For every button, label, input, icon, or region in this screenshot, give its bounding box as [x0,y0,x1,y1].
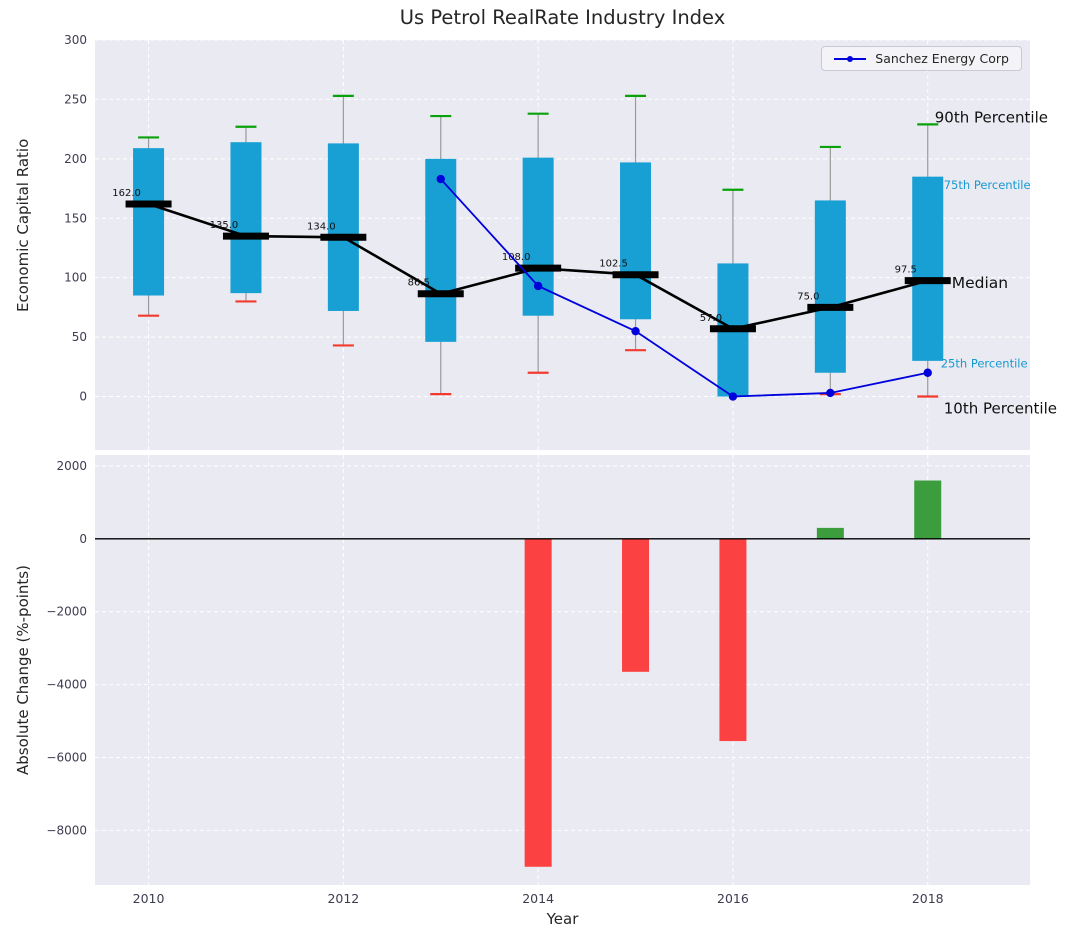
company-series-marker-2017 [826,388,835,398]
box-2018 [912,176,944,361]
bottom-ytick-label-3: −4000 [46,678,87,692]
top-ytick-label-5: 250 [64,92,87,106]
box-2010 [133,148,165,296]
xtick-label-4: 2018 [912,891,944,906]
bottom-ytick-label-5: −8000 [46,823,87,837]
annotation-3: 25th Percentile [941,356,1028,370]
bar-2015 [622,538,650,672]
company-series-marker-2015 [631,326,640,336]
xtick-label-1: 2012 [327,891,359,906]
annotation-4: 10th Percentile [944,400,1057,418]
top-ytick-label-4: 200 [64,152,87,166]
median-value-label-2011: 135.0 [210,220,239,231]
legend-line-sample [834,55,867,62]
bar-2016 [719,538,747,742]
company-series-marker-2013 [436,174,445,184]
xtick-label-3: 2016 [717,891,749,906]
median-value-label-2018: 97.5 [895,265,917,276]
bottom-ytick-label-0: 2000 [56,459,87,473]
box-2011 [230,142,262,294]
top-y-axis-label: Economic Capital Ratio [14,138,32,312]
top-ytick-label-3: 150 [64,211,87,225]
xtick-label-0: 2010 [133,891,165,906]
company-series-marker-2014 [533,281,543,291]
median-value-label-2013: 86.5 [408,278,430,289]
xtick-label-2: 2014 [522,891,554,906]
bottom-ytick-label-2: −2000 [46,605,87,619]
box-2015 [620,162,652,320]
annotation-0: 90th Percentile [935,108,1048,126]
x-axis-label: Year [546,910,579,928]
top-ytick-label-0: 0 [79,390,87,404]
chart-title: Us Petrol RealRate Industry Index [399,6,726,29]
box-2012 [327,143,359,311]
annotation-2: Median [952,274,1008,292]
company-series-line [440,178,928,398]
annotation-1: 75th Percentile [944,178,1031,192]
median-value-label-2012: 134.0 [307,221,336,232]
box-2013 [425,158,457,342]
bottom-ytick-label-1: 0 [79,532,87,546]
median-value-label-2017: 75.0 [797,291,819,302]
top-ytick-label-6: 300 [64,33,87,47]
bar-2014 [524,538,552,867]
legend: Sanchez Energy Corp [821,46,1022,71]
top-ytick-label-1: 50 [72,330,87,344]
company-series-marker-2018 [923,368,932,377]
median-value-label-2015: 102.5 [599,259,628,270]
bar-2018 [914,480,942,539]
median-value-label-2014: 108.0 [502,252,531,263]
bottom-plot-background [95,455,1030,885]
top-ytick-label-2: 100 [64,271,87,285]
legend-label: Sanchez Energy Corp [875,51,1009,66]
bottom-ytick-label-4: −6000 [46,750,87,764]
bar-2017 [816,527,844,539]
company-series-marker-2016 [728,392,738,401]
box-2017 [814,200,846,373]
bottom-y-axis-label: Absolute Change (%-points) [14,565,32,775]
median-value-label-2010: 162.0 [112,188,141,199]
median-value-label-2016: 57.0 [700,313,722,324]
